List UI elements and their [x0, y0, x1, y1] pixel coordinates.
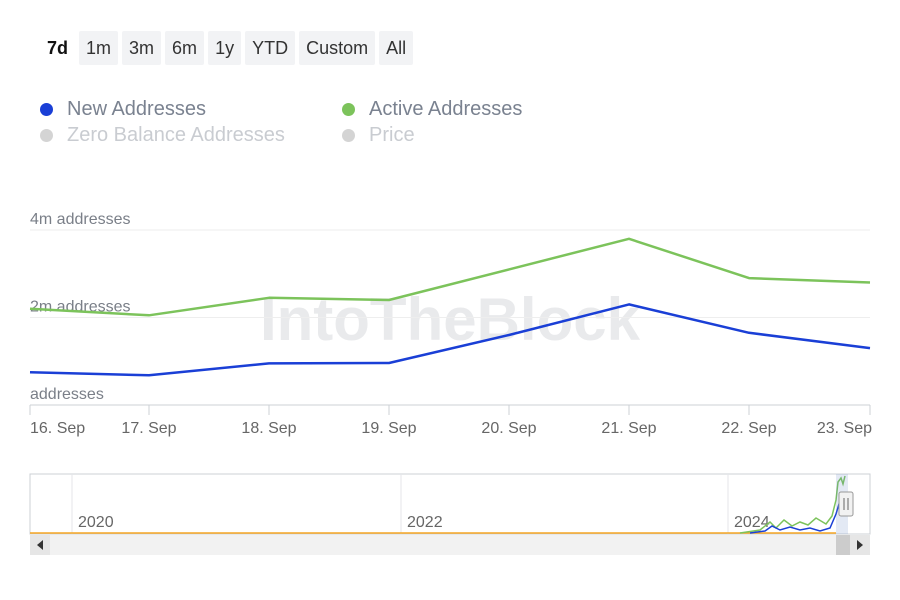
- navigator-handle[interactable]: [838, 491, 854, 517]
- x-tick-label: 19. Sep: [361, 420, 416, 437]
- range-button-6m[interactable]: 6m: [165, 31, 205, 65]
- x-tick-label: 16. Sep: [30, 420, 85, 437]
- legend-dot-icon: [40, 129, 53, 142]
- legend-label: Active Addresses: [369, 98, 523, 120]
- legend-label: New Addresses: [67, 98, 206, 120]
- scrollbar-thumb[interactable]: [836, 535, 850, 555]
- legend-dot-icon: [342, 129, 355, 142]
- legend-item-active-addresses[interactable]: Active Addresses: [342, 98, 522, 121]
- range-button-custom[interactable]: Custom: [299, 31, 376, 65]
- legend-dot-icon: [40, 103, 53, 116]
- range-button-7d[interactable]: 7d: [47, 38, 69, 58]
- navigator-year-label: 2020: [78, 514, 114, 531]
- legend-label: Zero Balance Addresses: [67, 124, 285, 146]
- legend-item-zero-balance-addresses[interactable]: Zero Balance Addresses: [40, 124, 285, 147]
- range-button-3m[interactable]: 3m: [122, 31, 162, 65]
- range-button-ytd[interactable]: YTD: [245, 31, 296, 65]
- x-tick-label: 20. Sep: [481, 420, 536, 437]
- series-line-active-addresses: [29, 237, 871, 317]
- navigator-year-label: 2024: [734, 514, 770, 531]
- x-tick-label: 23. Sep: [817, 420, 872, 437]
- y-tick-label: addresses: [30, 386, 104, 403]
- navigator-year-label: 2022: [407, 514, 443, 531]
- x-tick-label: 21. Sep: [601, 420, 656, 437]
- arrow-left-icon: [37, 540, 43, 550]
- navigator-active-line: [739, 475, 846, 534]
- range-button-all[interactable]: All: [379, 31, 414, 65]
- range-button-1m[interactable]: 1m: [79, 31, 119, 65]
- y-tick-label: 4m addresses: [30, 211, 131, 228]
- legend-label: Price: [369, 124, 415, 146]
- watermark-text: IntoTheBlock: [260, 286, 641, 353]
- series-line-new-addresses: [29, 303, 871, 377]
- x-tick-label: 22. Sep: [721, 420, 776, 437]
- range-button-1y[interactable]: 1y: [208, 31, 242, 65]
- legend-item-new-addresses[interactable]: New Addresses: [40, 98, 206, 121]
- legend-item-price[interactable]: Price: [342, 124, 415, 147]
- range-selector: 7d 1m 3m 6m 1y YTD Custom All: [40, 31, 414, 65]
- x-tick-label: 18. Sep: [241, 420, 296, 437]
- scrollbar-track[interactable]: [30, 535, 870, 555]
- navigator-chart: 2020 2022 2024: [29, 473, 871, 555]
- x-tick-label: 17. Sep: [121, 420, 176, 437]
- legend-dot-icon: [342, 103, 355, 116]
- arrow-right-icon: [857, 540, 863, 550]
- navigator-area: [29, 473, 871, 535]
